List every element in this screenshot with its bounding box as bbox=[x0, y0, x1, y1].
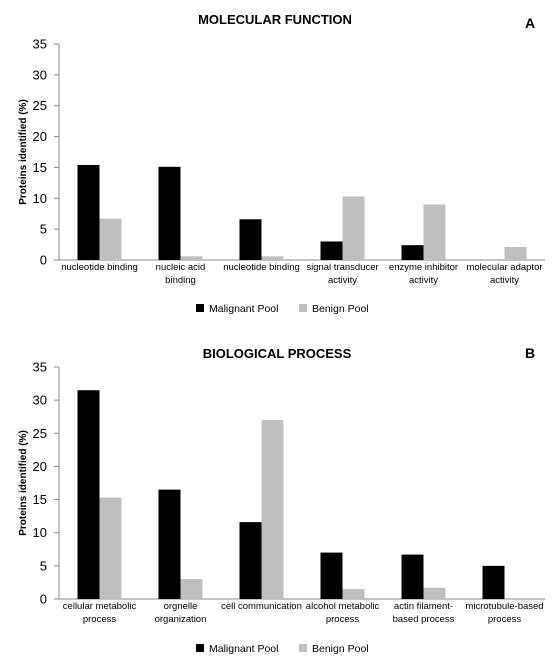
bp-bar-malignant-pool bbox=[320, 552, 343, 599]
y-tick-label: 30 bbox=[33, 67, 47, 82]
x-category-label: enzyme inhibitor activity bbox=[389, 262, 458, 286]
legend-label: Malignant Pool bbox=[209, 643, 278, 655]
legend-swatch bbox=[299, 644, 307, 652]
bp-bar-malignant-pool bbox=[401, 554, 424, 599]
x-category-label: alcohol metabolic process bbox=[306, 601, 380, 625]
legend-swatch bbox=[299, 304, 307, 312]
legend-label: Benign Pool bbox=[312, 643, 369, 655]
mf-bar-malignant-pool bbox=[320, 241, 343, 260]
mf-bar-benign-pool bbox=[180, 256, 203, 260]
x-category-label: nucleotide binding bbox=[61, 262, 138, 273]
y-axis-label: Proteins identified (%) bbox=[18, 430, 29, 536]
mf-bar-malignant-pool bbox=[239, 219, 262, 260]
y-tick-label: 35 bbox=[33, 360, 47, 375]
y-tick-label: 30 bbox=[33, 393, 47, 408]
y-tick-label: 20 bbox=[33, 129, 47, 144]
chart-title: MOLECULAR FUNCTION bbox=[198, 12, 352, 27]
panel-letter: A bbox=[525, 15, 535, 31]
bp-bar-malignant-pool bbox=[77, 390, 100, 599]
y-tick-label: 15 bbox=[33, 492, 47, 507]
mf-bar-malignant-pool bbox=[158, 166, 181, 260]
x-category-label: nucleic acid binding bbox=[156, 262, 206, 286]
y-tick-label: 5 bbox=[40, 222, 47, 237]
y-tick-label: 20 bbox=[33, 459, 47, 474]
molecular-function-chart-svg: MOLECULAR FUNCTION A Proteins identified (… bbox=[18, 12, 545, 315]
bp-bar-benign-pool bbox=[342, 589, 365, 599]
y-tick-label: 10 bbox=[33, 525, 47, 540]
y-tick-label: 0 bbox=[40, 253, 47, 268]
x-category-label: cell communication bbox=[221, 601, 302, 612]
chart-title: BIOLOGICAL PROCESS bbox=[203, 346, 352, 361]
legend-swatch bbox=[196, 304, 204, 312]
molecular-function-chart: MOLECULAR FUNCTION A Proteins identified (… bbox=[0, 0, 556, 334]
bp-bar-benign-pool bbox=[180, 579, 203, 599]
x-category-label: nucleotide binding bbox=[223, 262, 300, 273]
y-tick-label: 25 bbox=[33, 426, 47, 441]
mf-bar-malignant-pool bbox=[77, 164, 100, 260]
y-tick-label: 25 bbox=[33, 98, 47, 113]
bp-bar-malignant-pool bbox=[239, 522, 262, 599]
bp-bar-malignant-pool bbox=[482, 565, 505, 599]
x-category-label: cellular metabolic process bbox=[63, 601, 137, 625]
legend-label: Malignant Pool bbox=[209, 303, 278, 315]
mf-bar-benign-pool bbox=[342, 196, 365, 260]
x-category-label: orgnelle organization bbox=[155, 601, 207, 625]
bp-bar-malignant-pool bbox=[158, 489, 181, 599]
panel-letter: B bbox=[525, 345, 535, 361]
y-tick-label: 35 bbox=[33, 37, 47, 52]
legend-swatch bbox=[196, 644, 204, 652]
mf-bar-benign-pool bbox=[99, 218, 122, 260]
y-tick-label: 10 bbox=[33, 191, 47, 206]
bp-bar-benign-pool bbox=[423, 587, 446, 599]
y-tick-label: 0 bbox=[40, 592, 47, 607]
y-axis-label: Proteins identified (%) bbox=[18, 99, 29, 205]
bp-bar-benign-pool bbox=[99, 497, 122, 599]
x-category-label: molecular adaptor activity bbox=[466, 262, 542, 286]
mf-bar-malignant-pool bbox=[401, 245, 424, 260]
x-category-label: microtubule-based process bbox=[465, 601, 543, 625]
bp-bar-benign-pool bbox=[261, 420, 284, 599]
x-category-label: signal transducer activity bbox=[306, 262, 378, 286]
mf-bar-benign-pool bbox=[423, 204, 446, 260]
y-tick-label: 15 bbox=[33, 160, 47, 175]
mf-bar-benign-pool bbox=[504, 247, 527, 260]
y-tick-label: 5 bbox=[40, 558, 47, 573]
biological-process-chart-svg: BIOLOGICAL PROCESS B Proteins identified (… bbox=[18, 345, 545, 655]
x-category-label: actin filament-based process bbox=[393, 601, 455, 625]
mf-bar-benign-pool bbox=[261, 256, 284, 260]
legend-label: Benign Pool bbox=[312, 303, 369, 315]
biological-process-chart: BIOLOGICAL PROCESS B Proteins identified (… bbox=[0, 335, 556, 669]
